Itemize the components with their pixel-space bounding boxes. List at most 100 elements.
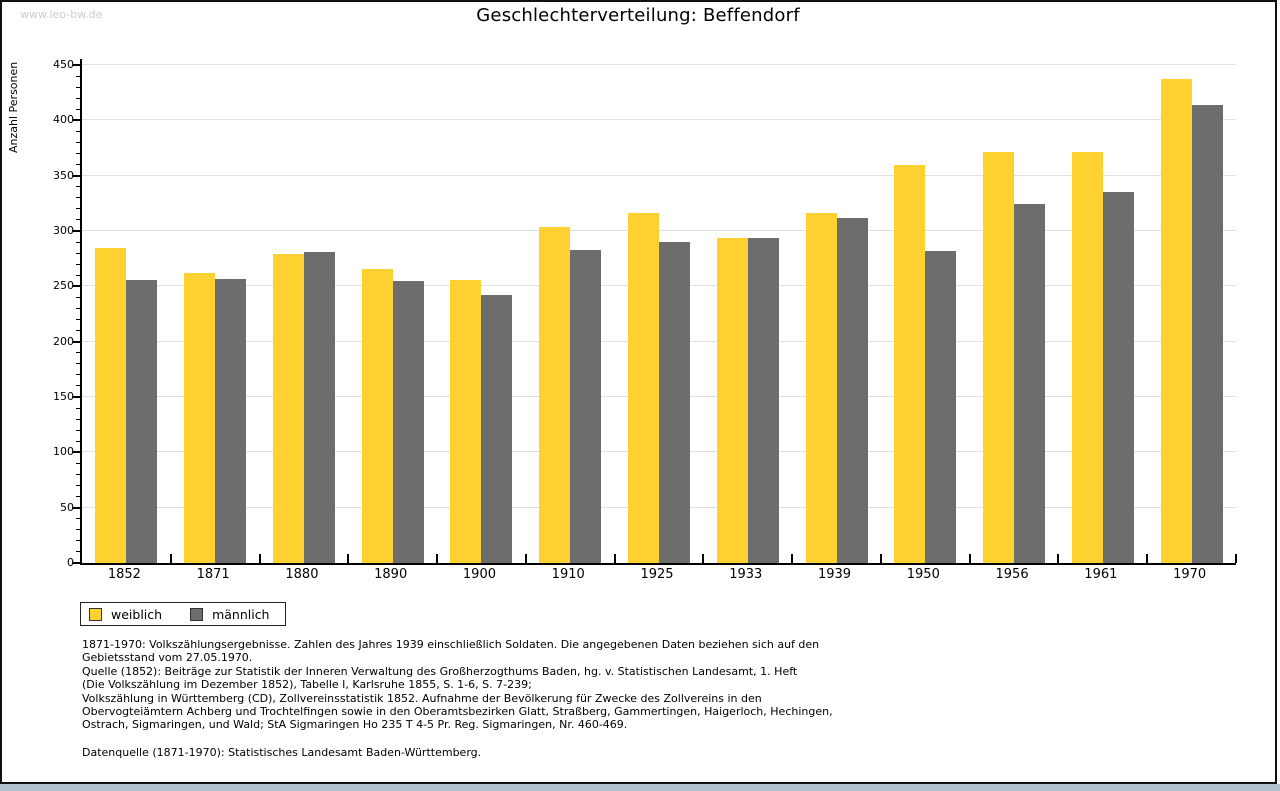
y-axis-tick-label: 150 [53,390,74,403]
y-minor-tick [76,330,80,332]
bar-männlich-1970 [1191,104,1223,563]
y-minor-tick [76,551,80,553]
x-axis-label: 1961 [1084,567,1118,582]
bar-männlich-1900 [481,295,513,563]
x-axis-tick [968,554,971,563]
y-minor-tick [76,429,80,431]
footnote-line: Quelle (1852): Beiträge zur Statistik de… [82,664,798,678]
y-minor-tick [76,352,80,354]
y-axis-tick-label: 300 [53,224,74,237]
y-minor-tick [76,274,80,276]
x-axis-labels: 1852 1871 1880 1890 1900 1910 1925 1933 1939 1950… [80,567,1234,585]
y-major-tick [73,174,80,177]
data-source-line: Datenquelle (1871-1970): Statistisches L… [82,745,482,759]
x-axis-label: 1933 [729,567,763,582]
y-minor-tick [76,473,80,475]
y-minor-tick [76,307,80,309]
y-major-tick [73,340,80,343]
watermark: www.leo-bw.de [20,8,103,21]
bar-weiblich-1939 [805,213,837,563]
bar-weiblich-1852 [95,247,127,563]
bar-männlich-1871 [215,278,247,563]
y-minor-tick [76,252,80,254]
legend-swatch-männlich [190,607,204,621]
legend-entry-männlich: männlich [190,607,269,622]
x-axis-label: 1871 [196,567,230,582]
y-axis-tick-label: 200 [53,334,74,348]
bar-weiblich-1961 [1071,152,1103,563]
x-axis-tick [1146,554,1149,563]
gridline-350 [82,174,1236,176]
y-minor-tick [76,241,80,243]
legend-swatch-weiblich [89,607,102,621]
gridline-300 [82,230,1236,231]
x-axis-tick [1057,554,1060,563]
x-axis-tick [879,554,882,563]
y-minor-tick [76,75,80,77]
x-axis-label: 1890 [374,567,408,582]
bar-weiblich-1950 [894,164,926,563]
y-minor-tick [76,319,80,321]
y-minor-tick [76,164,80,166]
x-axis-tick [702,554,705,563]
bar-männlich-1852 [126,279,158,563]
y-axis-tick-label: 100 [53,445,74,459]
x-axis-label: 1925 [640,567,674,582]
y-minor-tick [76,529,80,531]
y-minor-tick [76,363,80,365]
legend-label: weiblich [111,606,163,622]
y-minor-tick [76,219,80,221]
y-minor-tick [76,485,80,487]
plot-area [73,59,1237,565]
y-minor-tick [76,141,80,143]
y-major-tick [73,285,80,288]
x-axis-label: 1910 [551,567,585,582]
bar-weiblich-1880 [272,254,304,563]
y-minor-tick [76,418,80,420]
bar-männlich-1961 [1102,192,1134,563]
x-axis-label: 1956 [995,567,1029,582]
legend-entry-weiblich: weiblich [89,607,162,622]
y-minor-tick [76,108,80,110]
y-axis-tick-label: 450 [53,58,74,71]
page-title: Geschlechterverteilung: Beffendorf [476,5,800,26]
footnote-line: 1871-1970: Volkszählungsergebnisse. Zahl… [82,638,820,651]
gridline-450 [82,64,1236,65]
bar-männlich-1880 [303,252,335,563]
x-axis-tick [524,554,527,563]
y-minor-tick [76,263,80,265]
x-axis-tick [169,554,172,563]
x-axis-tick [1235,554,1237,563]
legend: weiblich männlich [80,602,287,626]
y-minor-tick [76,540,80,542]
y-axis-tick-label: 350 [53,168,74,182]
x-axis-label: 1900 [462,567,496,582]
bar-männlich-1939 [836,217,868,563]
legend-label: männlich [212,606,270,622]
y-minor-tick [76,407,80,409]
bar-weiblich-1910 [539,226,571,563]
x-axis-tick [258,554,261,563]
y-minor-tick [76,186,80,188]
bar-männlich-1956 [1014,204,1046,563]
y-minor-tick [76,496,80,498]
y-major-tick [73,64,80,66]
gridline-400 [82,119,1236,121]
x-axis-label: 1950 [906,567,940,582]
bar-weiblich-1900 [450,279,482,563]
y-minor-tick [76,97,80,99]
footnote-line: Obervogteiämtern Achberg und Trochtelfin… [82,705,833,719]
bar-männlich-1910 [570,249,602,563]
y-minor-tick [76,462,80,464]
y-axis-tick-label: 400 [53,113,74,127]
bar-weiblich-1871 [184,273,216,563]
y-major-tick [73,396,80,398]
y-minor-tick [76,197,80,199]
y-minor-tick [76,440,80,442]
footnote-line: Ostrach, Sigmaringen, und Wald; StA Sigm… [82,718,628,732]
y-major-tick [73,506,80,509]
x-axis-tick [791,554,794,563]
y-minor-tick [76,86,80,88]
footnote-line: Volkszählung in Württemberg (CD), Zollve… [82,691,762,705]
